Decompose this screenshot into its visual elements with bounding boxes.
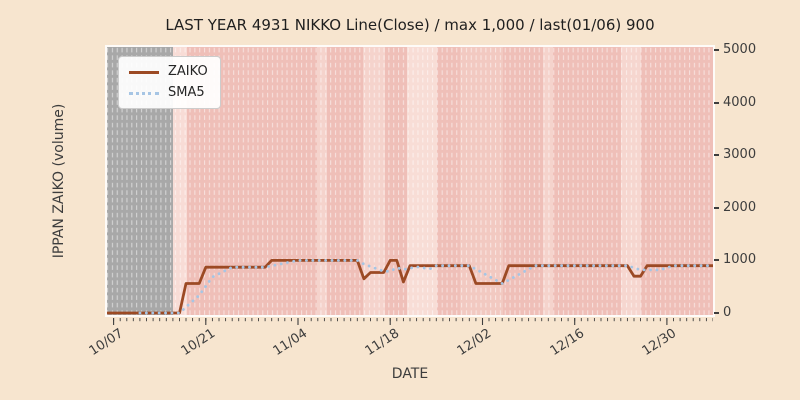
y-axis-label: IPPAN ZAIKO (volume) <box>51 103 67 259</box>
y-tick-label: 4000 <box>723 94 757 110</box>
y-tick-mark <box>714 259 719 262</box>
y-tick-label: 2000 <box>723 199 757 215</box>
x-tick-label: 11/18 <box>362 326 403 359</box>
y-tick-mark <box>714 206 719 209</box>
y-tick-label: 3000 <box>723 147 757 163</box>
plot-area: ZAIKO SMA5 <box>105 45 715 317</box>
x-tick-label: 10/21 <box>178 326 218 359</box>
x-tick-label: 12/16 <box>547 326 587 359</box>
y-tick-label: 1000 <box>723 252 757 268</box>
y-tick-label: 5000 <box>723 42 757 57</box>
x-tick-label: 12/30 <box>639 326 680 359</box>
y-tick-mark <box>714 101 719 104</box>
y-tick-mark <box>714 49 719 51</box>
x-axis-label: DATE <box>391 366 429 382</box>
x-axis-ticks <box>113 318 713 325</box>
x-tick-label: 11/04 <box>270 326 311 359</box>
legend: ZAIKO SMA5 <box>118 56 221 109</box>
sma5-line <box>138 258 713 315</box>
y-tick-label: 0 <box>723 305 732 320</box>
y-tick-mark <box>714 154 719 157</box>
zaiko-line-swatch <box>129 70 159 74</box>
sma5-line-swatch <box>129 91 159 95</box>
x-tick-label: 12/02 <box>455 326 495 359</box>
y-tick-mark <box>714 312 719 314</box>
legend-label-sma5: SMA5 <box>168 85 205 100</box>
chart-title: LAST YEAR 4931 NIKKO Line(Close) / max 1… <box>165 16 655 34</box>
x-tick-label: 10/07 <box>86 326 126 359</box>
legend-item-zaiko: ZAIKO <box>129 65 208 79</box>
legend-label-zaiko: ZAIKO <box>168 64 208 79</box>
legend-item-sma5: SMA5 <box>129 86 208 100</box>
